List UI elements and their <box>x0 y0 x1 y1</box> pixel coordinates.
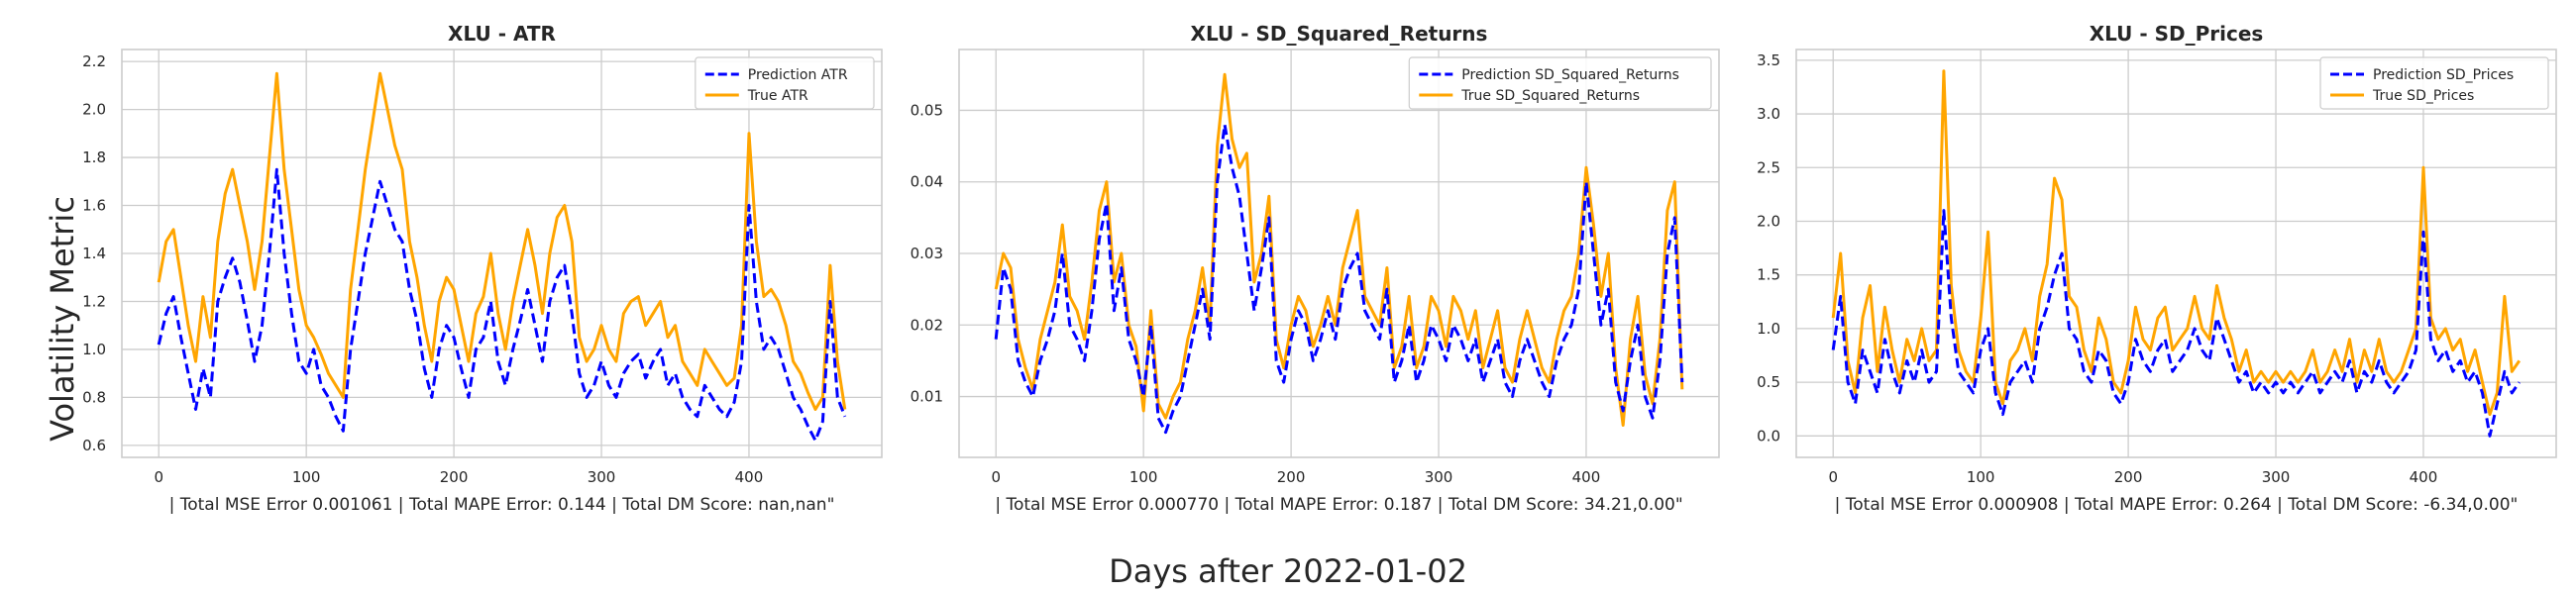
y-tick-label: 2.5 <box>1757 158 1780 176</box>
chart-metrics-xlabel: | Total MSE Error 0.000770 | Total MAPE … <box>995 495 1682 515</box>
chart-panel-atr: 0.6 0.8 1.0 1.2 1.4 1.6 1.8 2.0 2.2 0 100 200 300 400… <box>82 22 883 515</box>
x-tick-label: 200 <box>1277 468 1306 486</box>
chart-title: XLU - ATR <box>448 22 556 46</box>
y-tick-label: 1.0 <box>82 341 106 358</box>
chart-panel-sd-prices: 0.0 0.5 1.0 1.5 2.0 2.5 3.0 3.5 0 100 200 300 400 XLU… <box>1757 22 2557 515</box>
y-tick-label: 0.5 <box>1757 373 1780 391</box>
legend-label-prediction: Prediction ATR <box>748 67 848 83</box>
y-tick-label: 3.0 <box>1757 105 1780 123</box>
y-tick-label: 2.2 <box>82 52 106 70</box>
y-tick-label: 1.8 <box>82 148 106 166</box>
true-series-line <box>1831 69 2522 417</box>
legend-label-true: True SD_Prices <box>2372 88 2474 104</box>
x-tick-label: 200 <box>2114 468 2143 486</box>
y-tick-label: 1.4 <box>82 245 106 262</box>
chart-metrics-xlabel: | Total MSE Error 0.001061 | Total MAPE … <box>169 495 835 515</box>
legend: Prediction SD_Prices True SD_Prices <box>2319 56 2549 110</box>
legend-box <box>695 56 875 110</box>
chart-metrics-xlabel: | Total MSE Error 0.000908 | Total MAPE … <box>1835 495 2519 515</box>
legend-label-prediction: Prediction SD_Prices <box>2373 67 2514 83</box>
x-tick-label: 100 <box>1967 468 1995 486</box>
legend-label-true: True ATR <box>747 88 808 104</box>
y-tick-label: 3.5 <box>1757 51 1780 69</box>
figure-ylabel: Volatility Metric <box>44 196 81 442</box>
legend-label-true: True SD_Squared_Returns <box>1460 88 1640 104</box>
plot-frame <box>121 49 883 458</box>
plot-frame <box>958 49 1720 458</box>
y-tick-label: 0.03 <box>911 245 943 262</box>
x-tick-label: 400 <box>1572 468 1601 486</box>
y-tick-label: 2.0 <box>1757 212 1780 230</box>
chart-title: XLU - SD_Prices <box>2090 22 2264 46</box>
y-tick-label: 0.01 <box>911 388 943 406</box>
x-tick-label: 300 <box>1425 468 1453 486</box>
x-tick-label: 400 <box>2410 468 2438 486</box>
y-tick-label: 0.6 <box>82 437 106 454</box>
true-series-line <box>157 71 847 411</box>
y-tick-label: 0.02 <box>911 316 943 334</box>
legend: Prediction SD_Squared_Returns True SD_Squ… <box>1408 56 1712 110</box>
y-tick-label: 0.8 <box>82 388 106 406</box>
legend: Prediction ATR True ATR <box>695 56 875 110</box>
prediction-series-line <box>1831 209 2522 438</box>
y-tick-label: 1.2 <box>82 292 106 310</box>
figure-xlabel: Days after 2022-01-02 <box>1109 552 1467 590</box>
y-tick-label: 1.6 <box>82 197 106 215</box>
true-series-line <box>994 72 1684 427</box>
x-tick-label: 300 <box>2262 468 2291 486</box>
x-tick-label: 400 <box>735 468 764 486</box>
prediction-series-line <box>157 167 847 443</box>
y-tick-label: 1.5 <box>1757 266 1780 284</box>
x-tick-label: 0 <box>991 468 1001 486</box>
legend-label-prediction: Prediction SD_Squared_Returns <box>1461 67 1679 83</box>
x-tick-label: 100 <box>292 468 321 486</box>
chart-panel-sd-squared-returns: 0.01 0.02 0.03 0.04 0.05 0 100 200 300 400 XLU - S… <box>911 22 1720 515</box>
y-tick-label: 0.04 <box>911 173 943 191</box>
x-tick-label: 0 <box>1828 468 1838 486</box>
prediction-series-line <box>994 123 1684 435</box>
chart-title: XLU - SD_Squared_Returns <box>1191 22 1488 46</box>
y-tick-label: 0.0 <box>1757 427 1780 445</box>
y-tick-label: 2.0 <box>82 101 106 119</box>
y-tick-label: 1.0 <box>1757 320 1780 338</box>
x-tick-label: 200 <box>440 468 469 486</box>
plot-frame <box>1795 49 2557 458</box>
y-tick-label: 0.05 <box>911 101 943 119</box>
x-tick-label: 100 <box>1129 468 1158 486</box>
legend-box <box>2319 56 2549 110</box>
x-tick-label: 300 <box>588 468 616 486</box>
legend-box <box>1408 56 1712 110</box>
x-tick-label: 0 <box>154 468 163 486</box>
